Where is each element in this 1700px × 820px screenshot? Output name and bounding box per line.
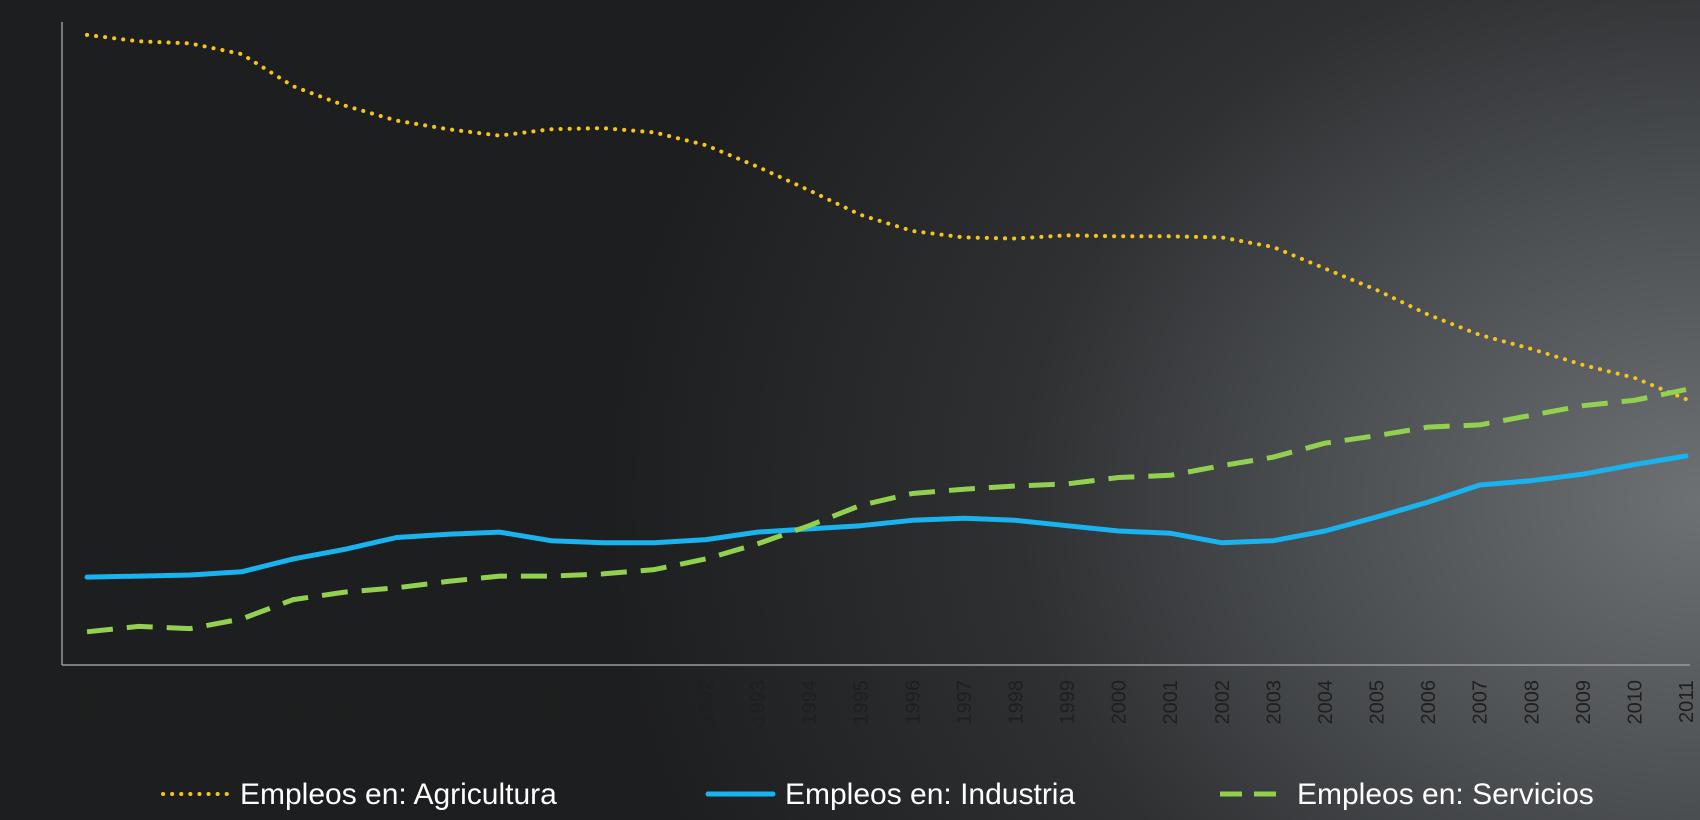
series-line-3 bbox=[86, 387, 1687, 635]
y-tick-labels: 10 20 30 40 50 60 70 bbox=[14, 12, 36, 677]
x-tick-label: 1991 bbox=[644, 680, 666, 725]
x-tick-label: 2003 bbox=[1263, 680, 1285, 725]
legend-label-2: Empleos en: Industria bbox=[785, 778, 1075, 811]
y-tick-label: 10 bbox=[14, 655, 36, 677]
x-tick-label: 1990 bbox=[593, 680, 615, 725]
x-tick-label: 1992 bbox=[696, 680, 718, 725]
y-tick-label: 70 bbox=[14, 12, 36, 34]
x-tick-label: 1987 bbox=[438, 680, 460, 725]
x-tick-label: 1996 bbox=[902, 680, 924, 725]
x-tick-label: 1993 bbox=[748, 680, 770, 725]
x-tick-label: 2007 bbox=[1470, 680, 1492, 725]
series-lines bbox=[84, 32, 1689, 635]
legend-label-3: Empleos en: Servicios bbox=[1297, 778, 1594, 811]
x-tick-label: 1983 bbox=[232, 680, 254, 725]
x-tick-label: 2008 bbox=[1521, 680, 1543, 725]
x-tick-label: 1984 bbox=[283, 680, 305, 725]
series-line-2 bbox=[84, 453, 1689, 580]
x-tick-label: 1995 bbox=[851, 680, 873, 725]
x-tick-label: 2006 bbox=[1418, 680, 1440, 725]
x-tick-label: 1988 bbox=[490, 680, 512, 725]
x-tick-label: 2011 bbox=[1676, 680, 1698, 723]
x-tick-label: 1998 bbox=[1005, 680, 1027, 725]
x-tick-label: 2001 bbox=[1160, 680, 1182, 725]
x-tick-label: 1989 bbox=[541, 680, 563, 725]
x-tick-label: 2010 bbox=[1624, 680, 1646, 725]
x-tick-label: 1994 bbox=[799, 680, 821, 725]
x-tick-label: 2005 bbox=[1367, 680, 1389, 725]
legend-label-1: Empleos en: Agricultura bbox=[240, 778, 557, 811]
x-tick-label: 1981 bbox=[129, 680, 151, 725]
series-line-1 bbox=[85, 32, 1688, 402]
x-tick-label: 2000 bbox=[1109, 680, 1131, 725]
x-tick-label: 1985 bbox=[335, 680, 357, 725]
x-tick-label: 1999 bbox=[1057, 680, 1079, 725]
x-tick-label: 1982 bbox=[180, 680, 202, 725]
x-tick-label: 2002 bbox=[1212, 680, 1234, 725]
x-tick-label: 2009 bbox=[1573, 680, 1595, 725]
x-tick-label: 2004 bbox=[1315, 680, 1337, 725]
legend: Empleos en: Agricultura Empleos en: Indus… bbox=[161, 778, 1594, 811]
y-tick-label: 20 bbox=[14, 548, 36, 570]
chart-axes bbox=[61, 22, 1690, 666]
x-tick-label: 1997 bbox=[954, 680, 976, 725]
x-tick-label: 1980 bbox=[77, 680, 99, 725]
y-tick-label: 60 bbox=[14, 119, 36, 141]
x-tick-label: 1986 bbox=[386, 680, 408, 725]
y-tick-label: 40 bbox=[14, 334, 36, 356]
y-tick-label: 50 bbox=[14, 226, 36, 248]
x-tick-labels: 1980 1981 1982 1983 1984 1985 1986 1987 1988 1989… bbox=[77, 680, 1698, 725]
y-tick-label: 30 bbox=[14, 441, 36, 463]
